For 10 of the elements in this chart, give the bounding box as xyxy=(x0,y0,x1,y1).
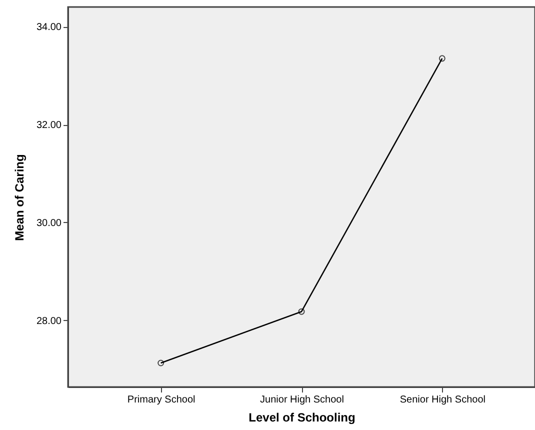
point xyxy=(298,308,305,315)
x-tick-label: Senior High School xyxy=(400,394,486,406)
y-tick-label: 28.00 xyxy=(36,316,62,327)
y-tick-label: 34.00 xyxy=(36,22,62,34)
x-axis-title: Level of Schooling xyxy=(248,410,356,424)
y-tick-label: 30.00 xyxy=(36,218,62,229)
y-axis-title: Mean of Caring xyxy=(12,154,26,241)
y-tick-label: 32.00 xyxy=(36,120,62,132)
x-tick-label: Junior High School xyxy=(260,394,344,406)
x-tick-label: Primary School xyxy=(127,394,196,406)
